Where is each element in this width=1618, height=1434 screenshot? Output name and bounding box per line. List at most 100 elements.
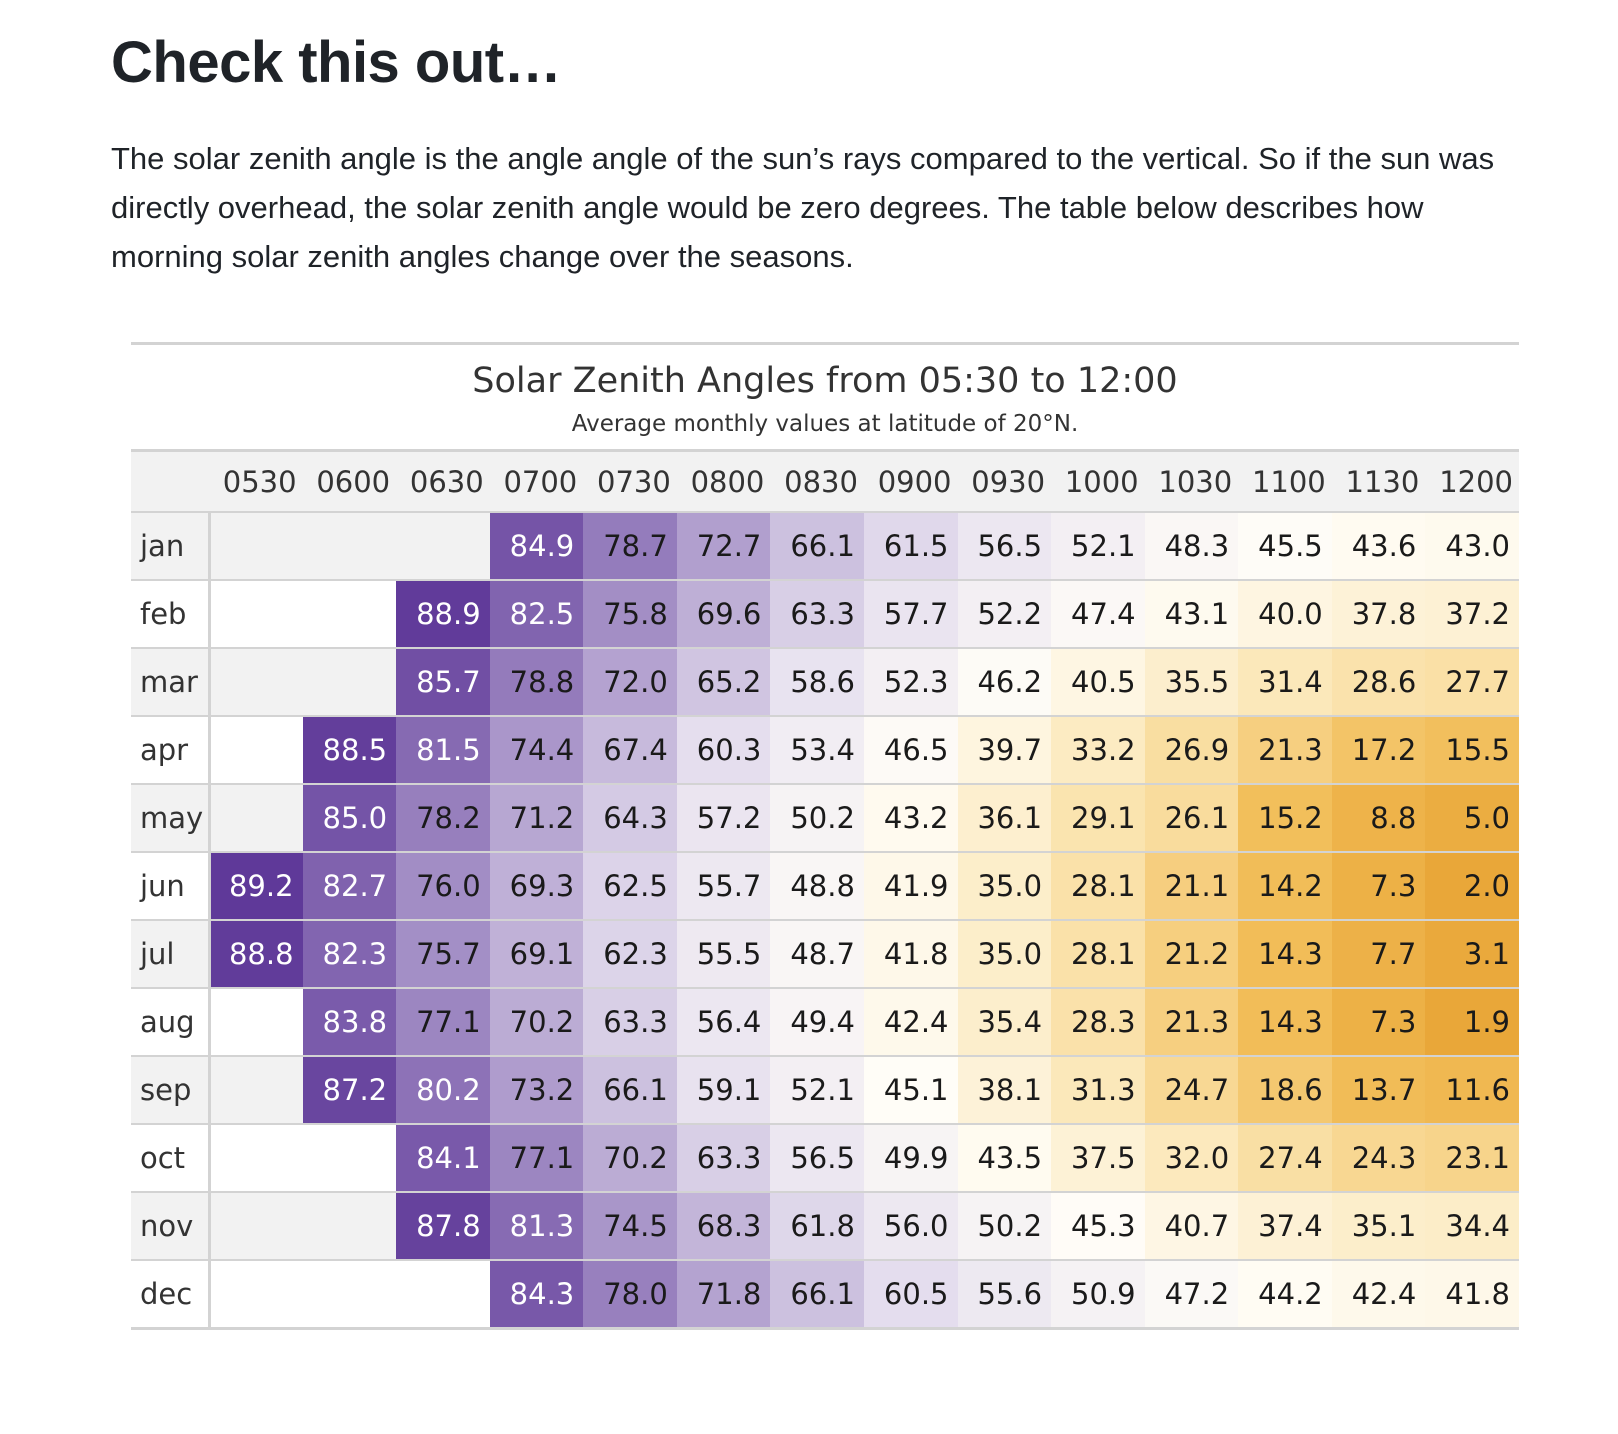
heatmap-cell	[302, 647, 397, 716]
heatmap-cell: 83.8	[302, 987, 397, 1056]
heatmap-cell: 24.7	[1144, 1055, 1239, 1124]
heatmap-cell: 70.2	[583, 1123, 677, 1192]
heatmap-cell: 62.5	[583, 851, 677, 920]
heatmap-cell: 39.7	[957, 715, 1052, 784]
heatmap-cell: 35.0	[957, 851, 1052, 920]
heatmap-cell: 49.4	[770, 987, 864, 1056]
heatmap-cell: 24.3	[1331, 1123, 1426, 1192]
heatmap-cell: 7.7	[1331, 919, 1426, 988]
heatmap-cell: 21.3	[1144, 987, 1239, 1056]
heatmap-cell: 58.6	[770, 647, 864, 716]
heatmap-cell	[209, 1055, 303, 1124]
heatmap-cell: 63.3	[770, 579, 864, 648]
heatmap-cell: 5.0	[1425, 783, 1519, 852]
heatmap-cell: 47.2	[1144, 1259, 1239, 1329]
heatmap-cell: 47.4	[1051, 579, 1145, 648]
heatmap-cell: 63.3	[676, 1123, 771, 1192]
heatmap-cell: 1.9	[1425, 987, 1519, 1056]
row-label-may: may	[131, 783, 211, 852]
heatmap-cell: 7.3	[1331, 851, 1426, 920]
heatmap-cell: 2.0	[1425, 851, 1519, 920]
heatmap-cell: 40.7	[1144, 1191, 1239, 1260]
heatmap-cell: 37.4	[1238, 1191, 1332, 1260]
heatmap-cell: 55.6	[957, 1259, 1052, 1329]
table-row-nov: nov 87.8 81.3 74.5 68.3 61.8 56.0 50.2 45.3 40.7 3…	[131, 1191, 1519, 1260]
row-label-dec: dec	[131, 1259, 211, 1329]
heatmap-cell: 40.5	[1051, 647, 1145, 716]
heatmap-cell: 34.4	[1425, 1191, 1519, 1260]
heatmap-cell	[209, 579, 303, 648]
heatmap-cell: 87.2	[302, 1055, 397, 1124]
heatmap-cell: 42.4	[863, 987, 958, 1056]
heatmap-cell: 37.5	[1051, 1123, 1145, 1192]
heatmap-cell: 41.9	[863, 851, 958, 920]
stub-header-cell	[131, 450, 209, 512]
heatmap-cell: 67.4	[583, 715, 677, 784]
heatmap-cell: 74.5	[583, 1191, 677, 1260]
table-header: Solar Zenith Angles from 05:30 to 12:00 …	[131, 342, 1519, 449]
table-row-aug: aug 83.8 77.1 70.2 63.3 56.4 49.4 42.4 35.4 28.3 2…	[131, 987, 1519, 1056]
heatmap-cell: 75.7	[396, 919, 490, 988]
heatmap-cell: 84.3	[489, 1259, 584, 1329]
heatmap-cell: 48.7	[770, 919, 864, 988]
heatmap-cell	[209, 1259, 303, 1329]
heatmap-cell: 56.4	[676, 987, 771, 1056]
heatmap-cell: 62.3	[583, 919, 677, 988]
heatmap-cell: 89.2	[209, 851, 303, 920]
heatmap-cell: 82.5	[489, 579, 584, 648]
heatmap-cell: 74.4	[489, 715, 584, 784]
table-row-mar: mar 85.7 78.8 72.0 65.2 58.6 52.3 46.2 40.5 35.5 3…	[131, 647, 1519, 716]
page-title: Check this out…	[111, 30, 562, 95]
heatmap-cell: 43.6	[1331, 511, 1426, 580]
heatmap-cell: 49.9	[863, 1123, 958, 1192]
heatmap-cell: 37.8	[1331, 579, 1426, 648]
heatmap-cell: 50.2	[957, 1191, 1052, 1260]
heatmap-cell: 33.2	[1051, 715, 1145, 784]
row-label-aug: aug	[131, 987, 211, 1056]
heatmap-cell: 82.3	[302, 919, 397, 988]
heatmap-cell: 35.0	[957, 919, 1052, 988]
column-header-1000: 1000	[1051, 450, 1145, 512]
heatmap-cell	[209, 783, 303, 852]
heatmap-cell: 43.1	[1144, 579, 1239, 648]
heatmap-cell: 73.2	[489, 1055, 584, 1124]
heatmap-cell: 71.2	[489, 783, 584, 852]
heatmap-cell: 82.7	[302, 851, 397, 920]
table-row-oct: oct 84.1 77.1 70.2 63.3 56.5 49.9 43.5 37.5 32.0 2…	[131, 1123, 1519, 1192]
heatmap-cell: 50.2	[770, 783, 864, 852]
heatmap-cell: 26.9	[1144, 715, 1239, 784]
heatmap-cell: 14.3	[1238, 987, 1332, 1056]
heatmap-cell: 61.8	[770, 1191, 864, 1260]
heatmap-cell: 56.0	[863, 1191, 958, 1260]
heatmap-cell: 11.6	[1425, 1055, 1519, 1124]
row-label-jul: jul	[131, 919, 211, 988]
heatmap-cell: 48.3	[1144, 511, 1239, 580]
heatmap-cell: 31.4	[1238, 647, 1332, 716]
heatmap-cell: 56.5	[770, 1123, 864, 1192]
heatmap-cell: 88.9	[396, 579, 490, 648]
heatmap-cell: 87.8	[396, 1191, 490, 1260]
heatmap-cell: 15.5	[1425, 715, 1519, 784]
table-row-dec: dec 84.3 78.0 71.8 66.1 60.5 55.6 50.9 47.2 44.2 4…	[131, 1259, 1519, 1329]
heatmap-cell: 52.3	[863, 647, 958, 716]
heatmap-cell	[302, 1259, 397, 1329]
column-header-0730: 0730	[583, 450, 677, 512]
heatmap-cell: 50.9	[1051, 1259, 1145, 1329]
heatmap-cell: 32.0	[1144, 1123, 1239, 1192]
heatmap-cell: 53.4	[770, 715, 864, 784]
heatmap-cell: 71.8	[676, 1259, 771, 1329]
table-row-may: may 85.0 78.2 71.2 64.3 57.2 50.2 43.2 36.1 29.1 2…	[131, 783, 1519, 852]
heatmap-cell	[302, 1191, 397, 1260]
heatmap-cell: 28.1	[1051, 851, 1145, 920]
heatmap-cell: 23.1	[1425, 1123, 1519, 1192]
heatmap-cell: 69.3	[489, 851, 584, 920]
row-label-oct: oct	[131, 1123, 211, 1192]
heatmap-cell: 69.1	[489, 919, 584, 988]
heatmap-cell	[209, 715, 303, 784]
zenith-heatmap-table: 0530 0600 0630 0700 0730 0800 0830 0900 0930 1000…	[131, 449, 1519, 1330]
heatmap-cell: 3.1	[1425, 919, 1519, 988]
table-row-apr: apr 88.5 81.5 74.4 67.4 60.3 53.4 46.5 39.7 33.2 2…	[131, 715, 1519, 784]
heatmap-cell: 17.2	[1331, 715, 1426, 784]
heatmap-cell: 63.3	[583, 987, 677, 1056]
intro-paragraph: The solar zenith angle is the angle angl…	[111, 141, 1495, 274]
